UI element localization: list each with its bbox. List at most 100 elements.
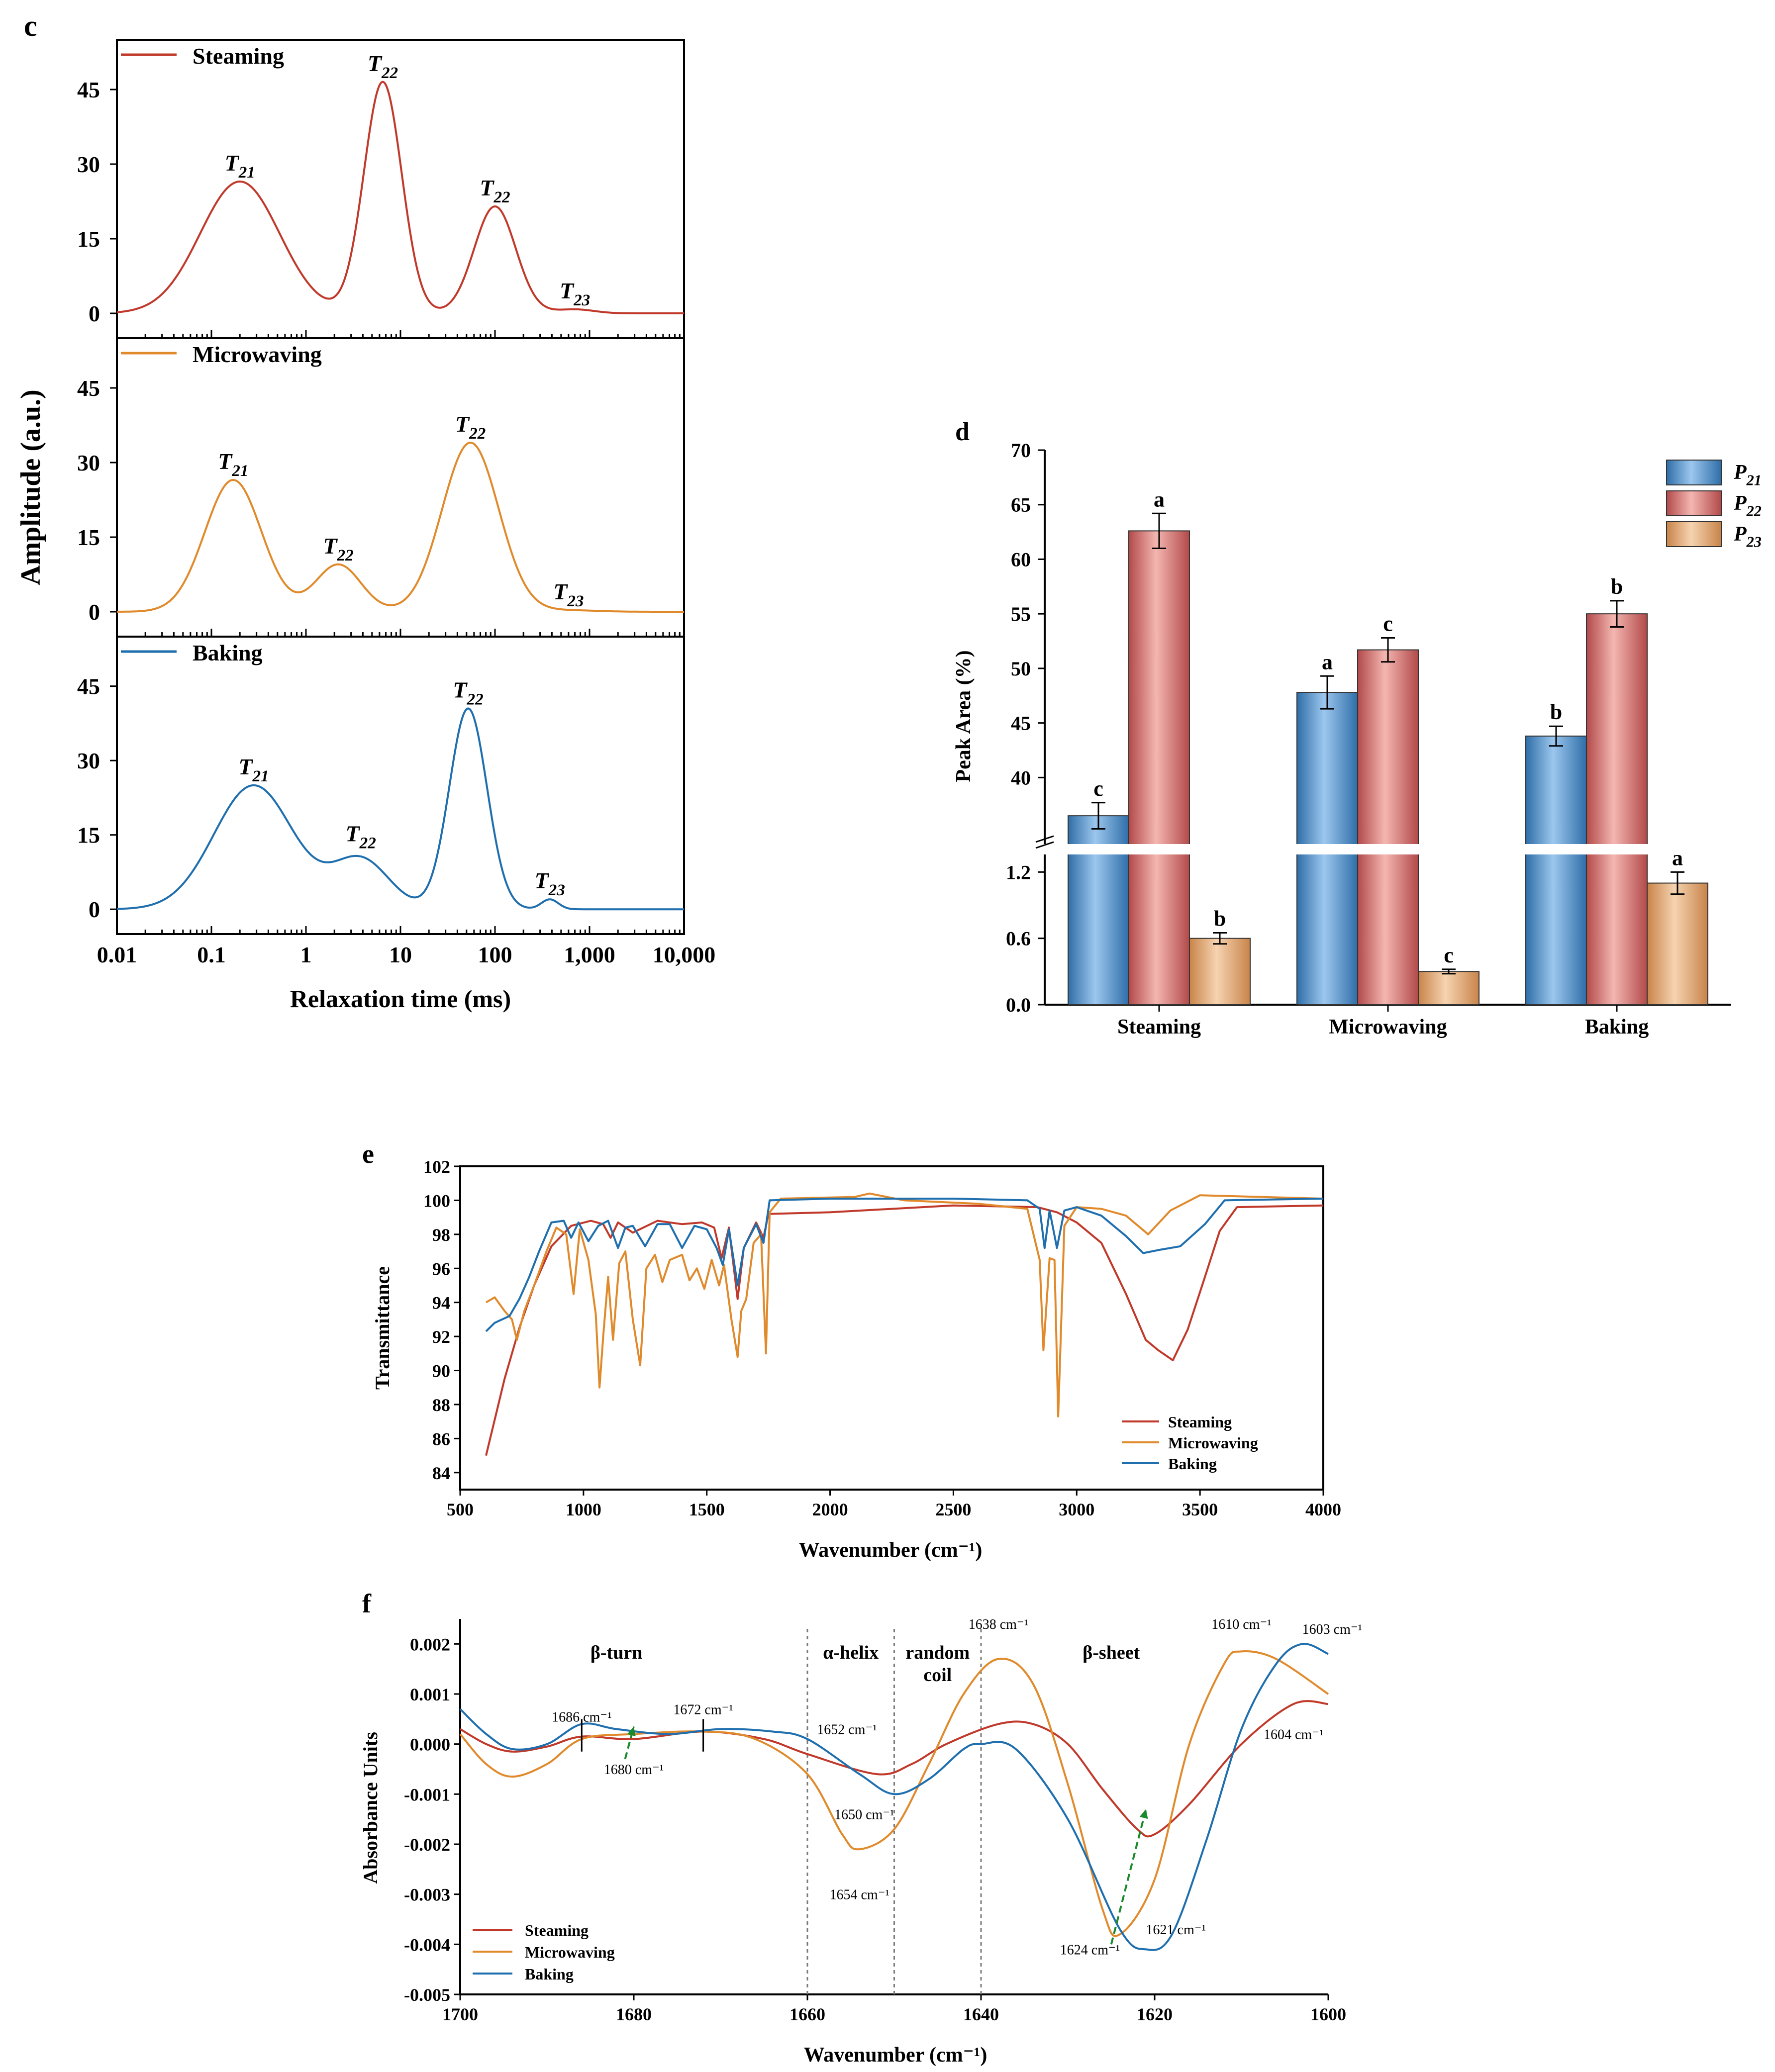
x-tick-label: 10,000 xyxy=(653,942,716,967)
category-label-steaming: Steaming xyxy=(1117,1016,1201,1038)
y-tick-label: 88 xyxy=(432,1395,450,1415)
shift-arrow-head xyxy=(1139,1809,1148,1819)
y-tick-label: 92 xyxy=(432,1327,450,1347)
panel-c-label: c xyxy=(24,9,37,42)
legend-label-P21-main: P xyxy=(1733,461,1747,484)
panel-f-ylabel: Absorbance Units xyxy=(359,1732,382,1884)
legend-swatch-P22 xyxy=(1666,490,1722,516)
panel-f-axes: -0.005 -0.004 -0.003 -0.002 -0.001 0.000 0.001… xyxy=(404,1619,1346,2024)
panel-c-curves xyxy=(116,81,684,911)
wavenumber-annotation: 1603 cm⁻¹ xyxy=(1302,1622,1362,1637)
x-tick-label: 3500 xyxy=(1182,1500,1218,1519)
curve-microwaving xyxy=(485,1192,1324,1417)
curve-baking xyxy=(117,707,684,911)
panel-e-label: e xyxy=(362,1139,374,1169)
y-tick-label: 0.000 xyxy=(410,1735,450,1755)
curve-baking xyxy=(485,1198,1324,1332)
panel-c-ylabel: Amplitude (a.u.) xyxy=(15,389,46,585)
y-tick-label: 70 xyxy=(1011,439,1031,462)
axis-break-mark xyxy=(1035,835,1054,843)
wavenumber-annotation: 1650 cm⁻¹ xyxy=(834,1807,894,1823)
wavenumber-annotation: 1610 cm⁻¹ xyxy=(1211,1617,1271,1632)
legend-label-baking: Baking xyxy=(1168,1455,1217,1473)
x-tick-label: 1700 xyxy=(442,2004,478,2024)
significance-letter: b xyxy=(1550,700,1562,724)
peak-label-T22: T22 xyxy=(453,677,483,709)
category-label-baking: Baking xyxy=(1585,1016,1649,1038)
legend-label-P23: P23 xyxy=(1733,523,1762,551)
wavenumber-annotation: 1672 cm⁻¹ xyxy=(673,1702,733,1717)
peak-label-T21-sub: 21 xyxy=(238,163,255,182)
wavenumber-annotation: 1638 cm⁻¹ xyxy=(969,1617,1028,1632)
y-tick-label: -0.004 xyxy=(404,1935,450,1955)
peak-label-T22: T22 xyxy=(455,411,486,443)
peak-label-T21-main: T xyxy=(225,150,240,176)
panel-e-ftir-chart: e Transmittance Wavenumber (cm⁻¹) 84 86 88… xyxy=(362,1139,1341,1562)
wavenumber-annotation: 1680 cm⁻¹ xyxy=(604,1762,664,1778)
significance-letter: a xyxy=(1322,650,1333,674)
y-tick-label: 15 xyxy=(77,525,100,550)
panel-d-label: d xyxy=(955,418,970,446)
peak-label-T21: T21 xyxy=(238,754,269,785)
x-tick-label: 1680 xyxy=(616,2004,652,2024)
legend-label-P22-main: P xyxy=(1733,492,1747,515)
region-label: β-sheet xyxy=(1083,1642,1140,1663)
panel-d-peak-area-chart: d Peak Area (%) 40 45 50 55 60 65 70 0.0 0.6 1.2 S… xyxy=(952,418,1762,1038)
peak-label-T23-sub: 23 xyxy=(567,592,584,610)
panel-d-ylabel: Peak Area (%) xyxy=(952,650,975,782)
bar-P23-microwaving xyxy=(1418,971,1479,1006)
y-tick-label: 0 xyxy=(89,599,100,625)
y-tick-label: 15 xyxy=(77,823,100,848)
panel-c-legends: Steaming Microwaving Baking xyxy=(121,43,322,665)
y-tick-label: 45 xyxy=(77,77,100,102)
y-tick-label: 96 xyxy=(432,1259,450,1279)
panel-c-relaxation-chart: c Amplitude (a.u.) Relaxation time (ms) … xyxy=(15,9,715,1013)
peak-label-T21-sub: 21 xyxy=(252,767,269,785)
peak-label-T23-sub: 23 xyxy=(548,881,565,899)
region-label: α-helix xyxy=(823,1642,879,1663)
panel-c-ticks: 0 15 30 45 0 15 30 45 0 15 30 45 0.01 0.1 1 10 100 1,000 1… xyxy=(77,77,715,967)
x-tick-label: 1500 xyxy=(689,1500,725,1519)
curve-steaming xyxy=(116,81,684,314)
peak-label-T22: T22 xyxy=(368,51,398,82)
y-tick-label: 40 xyxy=(1011,766,1031,789)
category-label-microwaving: Microwaving xyxy=(1329,1016,1447,1038)
x-tick-label: 1660 xyxy=(789,2004,825,2024)
peak-label-T22-sub: 22 xyxy=(493,188,510,206)
curve-steaming xyxy=(485,1204,1324,1456)
peak-label-T22-sub: 22 xyxy=(469,424,486,443)
legend-label-steaming: Steaming xyxy=(193,43,284,69)
y-tick-label: 0.002 xyxy=(410,1634,450,1654)
peak-label-T21: T21 xyxy=(225,150,255,182)
y-tick-label: 0 xyxy=(89,301,100,326)
legend-swatch-P23 xyxy=(1666,521,1722,547)
peak-label-T21-sub: 21 xyxy=(231,462,248,480)
legend-label-P21-sub: 21 xyxy=(1746,472,1762,489)
legend-label-P21: P21 xyxy=(1733,461,1762,489)
wavenumber-annotation: 1652 cm⁻¹ xyxy=(817,1722,877,1738)
x-tick-label: 0.01 xyxy=(97,942,137,967)
peak-label-T23-sub: 23 xyxy=(573,291,590,309)
y-tick-label: 55 xyxy=(1011,603,1031,625)
y-tick-label: 65 xyxy=(1011,494,1031,516)
region-label: β-turn xyxy=(591,1642,642,1663)
peak-label-T22-sub: 22 xyxy=(359,834,376,852)
x-tick-label: 0.1 xyxy=(197,942,226,967)
significance-letter: c xyxy=(1093,776,1103,801)
wavenumber-annotation: 1624 cm⁻¹ xyxy=(1060,1942,1120,1958)
y-tick-label: 30 xyxy=(77,748,100,773)
legend-label-P23-main: P xyxy=(1733,523,1747,546)
significance-letter: b xyxy=(1214,907,1226,931)
y-tick-label: 30 xyxy=(77,152,100,177)
peak-label-T22: T22 xyxy=(480,175,510,206)
peak-label-T23: T23 xyxy=(535,868,565,899)
x-tick-label: 1620 xyxy=(1137,2004,1173,2024)
legend-swatch-P21 xyxy=(1666,460,1722,485)
region-label: coil xyxy=(923,1665,952,1686)
legend-label-P22: P22 xyxy=(1733,492,1762,520)
legend-label-baking: Baking xyxy=(525,1965,574,1983)
x-tick-label: 100 xyxy=(478,942,512,967)
